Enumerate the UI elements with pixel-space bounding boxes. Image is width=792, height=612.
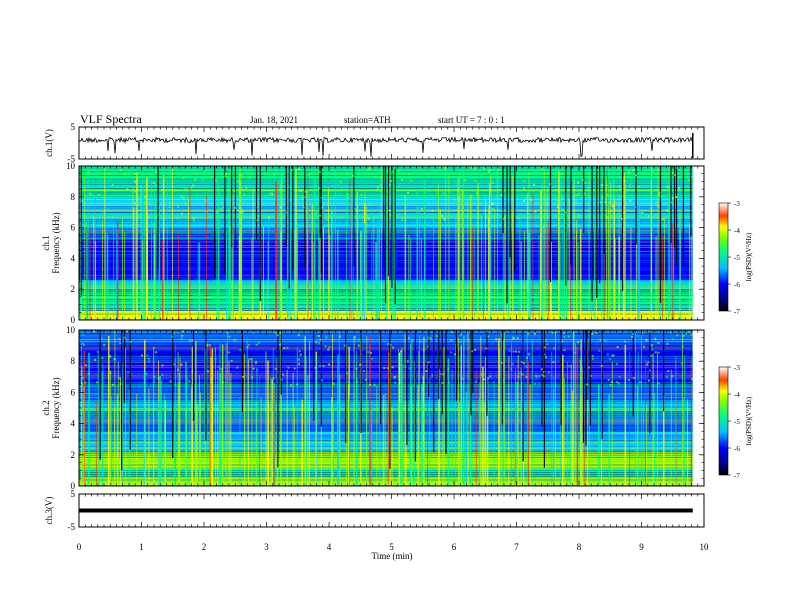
ch3-trace xyxy=(79,508,693,513)
y-tick-label: 5 xyxy=(71,122,76,132)
ch3-waveform-panel: 5 -5 ch.3(V) xyxy=(44,489,705,532)
time-axis: 0 1 2 3 4 5 6 7 8 9 10 Time (min) xyxy=(77,542,709,561)
y-tick-label: 4 xyxy=(71,253,76,263)
colorbar-label: log(PSD)(V²/Hz) xyxy=(745,232,753,281)
x-tick-label: 5 xyxy=(389,542,394,552)
y-tick-label: 6 xyxy=(71,223,76,233)
y-tick-label: 8 xyxy=(71,356,76,366)
date-label: Jan. 18, 2021 xyxy=(250,115,298,125)
start-ut-label: start UT = 7 : 0 : 1 xyxy=(438,115,505,125)
y-axis-label: Frequency (kHz) xyxy=(51,377,61,438)
x-tick-label: 2 xyxy=(202,542,207,552)
x-axis-label: Time (min) xyxy=(372,551,413,561)
colorbar-tick-label: -5 xyxy=(734,254,740,262)
x-tick-label: 6 xyxy=(452,542,457,552)
y-axis-label: ch.1 xyxy=(41,235,51,250)
ch1-spectrogram-panel: 0 2 4 6 8 10 ch.1 Frequency (kHz) xyxy=(41,161,705,325)
colorbar-tick-label: -7 xyxy=(734,472,740,480)
y-tick-label: 4 xyxy=(71,419,76,429)
colorbar-tick-label: -6 xyxy=(734,281,740,289)
ch2-spectrogram-panel: 0 2 4 6 8 10 ch.2 Frequency (kHz) xyxy=(41,325,705,491)
y-axis-label: Frequency (kHz) xyxy=(51,212,61,273)
y-tick-label: 5 xyxy=(71,489,76,499)
colorbar-tick-label: -5 xyxy=(734,418,740,426)
ch2-colorbar: -3 -4 -5 -6 -7 log(PSD)(V²/Hz) xyxy=(718,364,753,480)
y-axis-label: ch.3(V) xyxy=(44,497,54,525)
station-label: station=ATH xyxy=(344,115,391,125)
y-tick-label: 8 xyxy=(71,192,76,202)
x-tick-label: 4 xyxy=(327,542,332,552)
colorbar-tick-label: -3 xyxy=(734,364,740,372)
y-tick-label: 0 xyxy=(71,315,76,325)
ch1-colorbar: -3 -4 -5 -6 -7 log(PSD)(V²/Hz) xyxy=(718,200,753,316)
y-tick-label: 2 xyxy=(71,284,76,294)
colorbar-tick-label: -4 xyxy=(734,227,740,235)
x-tick-label: 3 xyxy=(264,542,269,552)
colorbar-tick-label: -7 xyxy=(734,308,740,316)
colorbar-gradient xyxy=(718,366,729,476)
colorbar-tick-label: -4 xyxy=(734,391,740,399)
x-tick-label: 7 xyxy=(514,542,519,552)
x-tick-label: 1 xyxy=(139,542,144,552)
y-axis-label: ch.1(V) xyxy=(44,129,54,157)
colorbar-tick-label: -3 xyxy=(734,200,740,208)
ch1-trace xyxy=(78,136,693,158)
spectrogram-image xyxy=(79,329,704,486)
colorbar-tick-label: -6 xyxy=(734,445,740,453)
y-tick-label: 2 xyxy=(71,450,76,460)
y-axis-label: ch.2 xyxy=(41,400,51,415)
colorbar-gradient xyxy=(718,202,729,312)
y-tick-label: -5 xyxy=(68,154,76,164)
ch1-waveform-panel: 5 -5 ch.1(V) xyxy=(44,122,705,164)
x-tick-label: 0 xyxy=(77,542,82,552)
y-tick-label: 0 xyxy=(71,481,76,491)
x-tick-label: 8 xyxy=(577,542,582,552)
spectrogram-image xyxy=(79,165,704,320)
y-tick-label: -5 xyxy=(68,522,76,532)
x-tick-label: 10 xyxy=(700,542,710,552)
colorbar-label: log(PSD)(V²/Hz) xyxy=(745,396,753,445)
y-tick-label: 6 xyxy=(71,387,76,397)
figure-title: VLF Spectra xyxy=(80,112,142,126)
y-tick-label: 10 xyxy=(66,325,76,335)
x-tick-label: 9 xyxy=(639,542,644,552)
y-tick-label: 10 xyxy=(66,161,76,171)
